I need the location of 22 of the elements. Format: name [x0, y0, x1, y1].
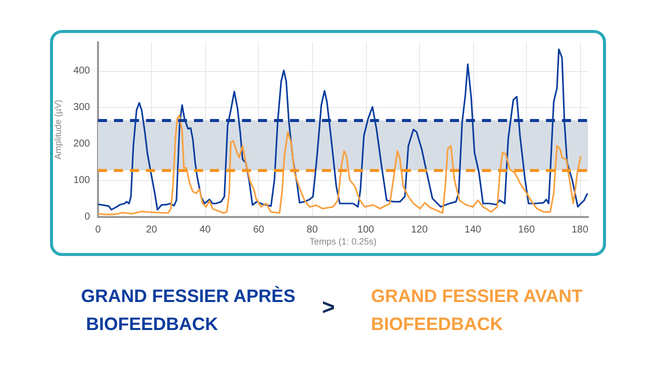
y-tick-label: 0 [84, 212, 90, 222]
text: > [322, 294, 335, 320]
line-series [97, 48, 588, 211]
x-tick-label: 140 [464, 224, 482, 236]
y-tick-label: 200 [73, 138, 90, 150]
y-tick-label: 300 [73, 102, 90, 114]
x-tick-label: 60 [253, 224, 265, 236]
x-tick-label: 180 [572, 224, 589, 236]
line-series [97, 114, 582, 216]
y-axis-title: Amplitude (µV) [52, 100, 63, 160]
text: GRAND FESSIER AVANT BIOFEEDBACK [371, 286, 588, 334]
x-tick-label: 80 [306, 224, 318, 236]
x-tick-label: 160 [518, 224, 536, 236]
x-tick-label: 120 [410, 224, 428, 236]
y-tick-label: 100 [73, 175, 90, 186]
x-tick-label: 20 [146, 224, 158, 236]
x-tick-label: 100 [357, 224, 375, 236]
text: GRAND FESSIER APRÈS BIOFEEDBACK [81, 286, 296, 334]
x-tick-label: 40 [200, 224, 212, 236]
x-axis-title: Temps (1: 0.25s) [309, 236, 377, 246]
x-tick-label: 0 [95, 224, 102, 236]
y-tick-label: 400 [73, 66, 90, 77]
